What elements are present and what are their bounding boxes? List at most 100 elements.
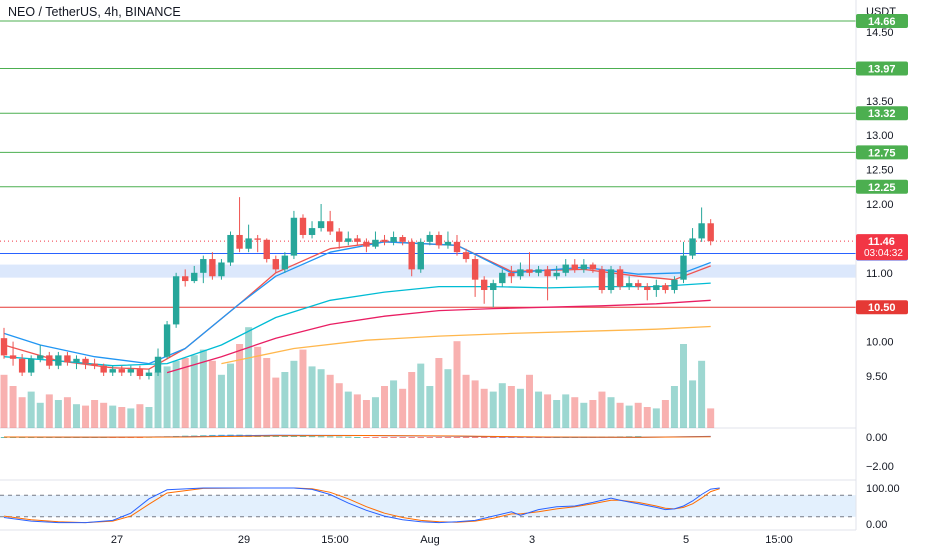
candle	[535, 265, 542, 277]
volume-bar	[444, 369, 452, 428]
candle-body	[680, 255, 687, 280]
volume-bar	[535, 391, 543, 428]
candle-body	[598, 269, 606, 291]
candle	[453, 234, 461, 256]
volume-bar	[680, 344, 687, 428]
macd-bar	[408, 437, 415, 438]
volume-bar	[172, 360, 180, 428]
candle	[100, 363, 107, 377]
candle	[544, 265, 551, 301]
candle-body	[55, 355, 62, 366]
candle-body	[517, 269, 524, 277]
candle-body	[336, 231, 343, 242]
volume-bar	[607, 397, 615, 428]
candle	[580, 259, 588, 273]
stoch-k-line	[3, 487, 720, 524]
candle-body	[27, 358, 35, 373]
volume-bar	[417, 363, 425, 428]
candle-body	[272, 259, 279, 270]
volume-bar	[507, 386, 515, 428]
candle	[562, 259, 569, 277]
candle-body	[698, 223, 705, 239]
volume-bar	[498, 383, 506, 428]
candle	[127, 365, 135, 377]
candle	[526, 252, 533, 277]
moving-average-line-5	[221, 325, 711, 365]
x-tick-label: Aug	[420, 534, 440, 546]
candle-body	[172, 276, 180, 325]
candle-body	[372, 239, 379, 247]
candle-body	[671, 279, 678, 291]
volume-bar	[616, 402, 624, 428]
volume-bar	[371, 397, 379, 428]
candle	[381, 234, 388, 246]
volume-bar	[634, 402, 642, 428]
candle	[317, 204, 325, 232]
candle-body	[200, 259, 207, 273]
candle-body	[607, 269, 615, 291]
rsi-tick-label: 100.00	[866, 483, 900, 495]
volume-bar	[154, 372, 162, 428]
volume-bar	[381, 386, 389, 428]
macd-bar	[399, 437, 406, 438]
y-tick-label: 9.50	[866, 371, 887, 383]
candle	[499, 269, 506, 287]
volume-bar	[516, 388, 524, 428]
candle-body	[326, 221, 334, 232]
countdown-label: 03:04:32	[864, 248, 903, 259]
candle	[191, 265, 198, 284]
macd-bar	[381, 437, 388, 438]
volume-bar	[652, 408, 660, 428]
macd-bar	[354, 437, 361, 438]
candle	[299, 214, 307, 239]
candle	[589, 262, 597, 273]
candle	[363, 238, 370, 253]
volume-bar	[489, 391, 497, 428]
candle	[109, 365, 116, 377]
candle-body	[127, 369, 135, 373]
volume-bar	[163, 366, 171, 428]
candle	[354, 234, 361, 246]
candle-body	[426, 234, 434, 242]
level-badge-14.66-bg	[856, 14, 908, 28]
volume-bar	[181, 358, 189, 428]
candle	[64, 351, 71, 366]
candle-body	[73, 358, 80, 363]
macd-tick-label: −2.00	[866, 461, 894, 473]
candle	[326, 210, 334, 235]
candle	[336, 228, 343, 249]
candle	[553, 265, 560, 280]
candle-body	[435, 234, 443, 246]
volume-bar	[208, 360, 216, 428]
macd-bar	[471, 437, 479, 438]
candle	[91, 358, 98, 370]
candle	[245, 224, 252, 253]
candle-body	[625, 283, 633, 287]
macd-bar	[635, 436, 642, 438]
candle	[607, 265, 615, 294]
symbol-title: NEO / TetherUS, 4h, BINANCE	[8, 5, 181, 19]
candle-body	[644, 286, 651, 291]
candle-body	[18, 358, 26, 373]
candle	[227, 231, 234, 266]
candle	[272, 255, 279, 273]
candle-body	[417, 241, 424, 270]
candle-body	[580, 264, 588, 270]
candle	[236, 197, 243, 253]
candle	[698, 207, 705, 242]
macd-bar	[417, 437, 424, 439]
candle	[37, 345, 44, 363]
y-tick-label: 13.50	[866, 96, 894, 108]
x-tick-label: 27	[111, 534, 123, 546]
candle	[254, 234, 261, 253]
candle	[435, 231, 443, 249]
macd-bar	[453, 437, 461, 438]
volume-bar	[462, 374, 470, 428]
candle-body	[91, 363, 98, 366]
candle-body	[191, 272, 198, 282]
candle-body	[571, 264, 578, 270]
volume-bar	[353, 394, 361, 428]
candle	[616, 265, 624, 291]
candle	[172, 272, 180, 328]
